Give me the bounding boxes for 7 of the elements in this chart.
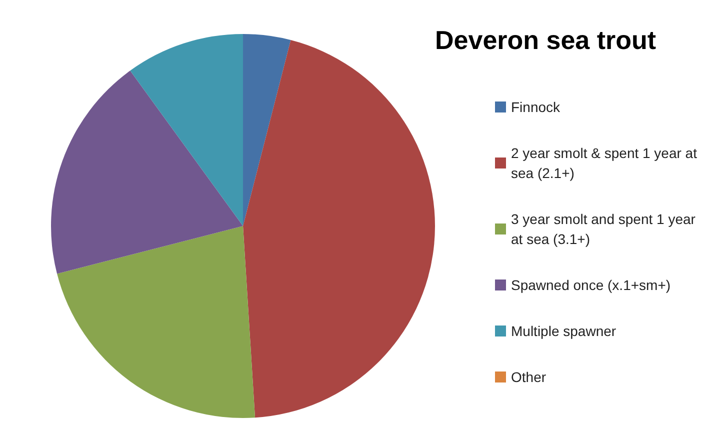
- chart-title: Deveron sea trout: [435, 25, 656, 55]
- legend-label: 3 year smolt and spent 1 year at sea (3.1+): [511, 211, 700, 247]
- legend-label: 2 year smolt & spent 1 year at sea (2.1+): [511, 145, 701, 181]
- legend-label: Multiple spawner: [511, 323, 616, 339]
- legend-label: Spawned once (x.1+sm+): [511, 277, 671, 293]
- legend-label: Other: [511, 369, 546, 385]
- legend-label: Finnock: [511, 99, 562, 115]
